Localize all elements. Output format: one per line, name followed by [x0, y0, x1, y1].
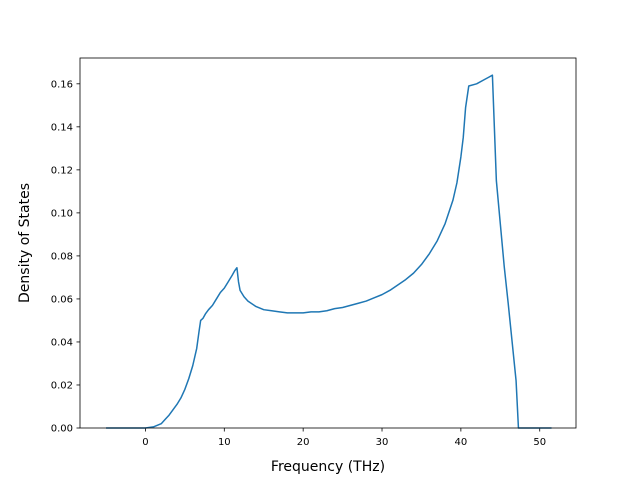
- axes-frame: [79, 57, 577, 429]
- y-tick-label: 0.10: [51, 208, 73, 219]
- y-tick-label: 0.16: [51, 79, 73, 90]
- y-tick-label: 0.12: [51, 165, 73, 176]
- x-tick-label: 30: [376, 437, 389, 448]
- y-tick-label: 0.04: [51, 337, 73, 348]
- y-axis-ticks: 0.00 0.02 0.04 0.06 0.08 0.10 0.12 0.14 0.16: [51, 79, 80, 435]
- series-line: [106, 74, 552, 429]
- y-tick-label: 0.06: [51, 294, 73, 305]
- x-tick-label: 50: [533, 437, 546, 448]
- y-tick-label: 0.00: [51, 424, 73, 435]
- y-tick-label: 0.14: [51, 122, 73, 133]
- x-axis-label: Frequency (THz): [271, 459, 385, 475]
- x-tick-label: 0: [142, 437, 148, 448]
- x-tick-label: 10: [218, 437, 231, 448]
- x-tick-label: 20: [297, 437, 310, 448]
- y-axis-label: Density of States: [17, 183, 33, 303]
- y-tick-label: 0.08: [51, 251, 73, 262]
- x-tick-label: 40: [455, 437, 468, 448]
- y-tick-label: 0.02: [51, 380, 73, 391]
